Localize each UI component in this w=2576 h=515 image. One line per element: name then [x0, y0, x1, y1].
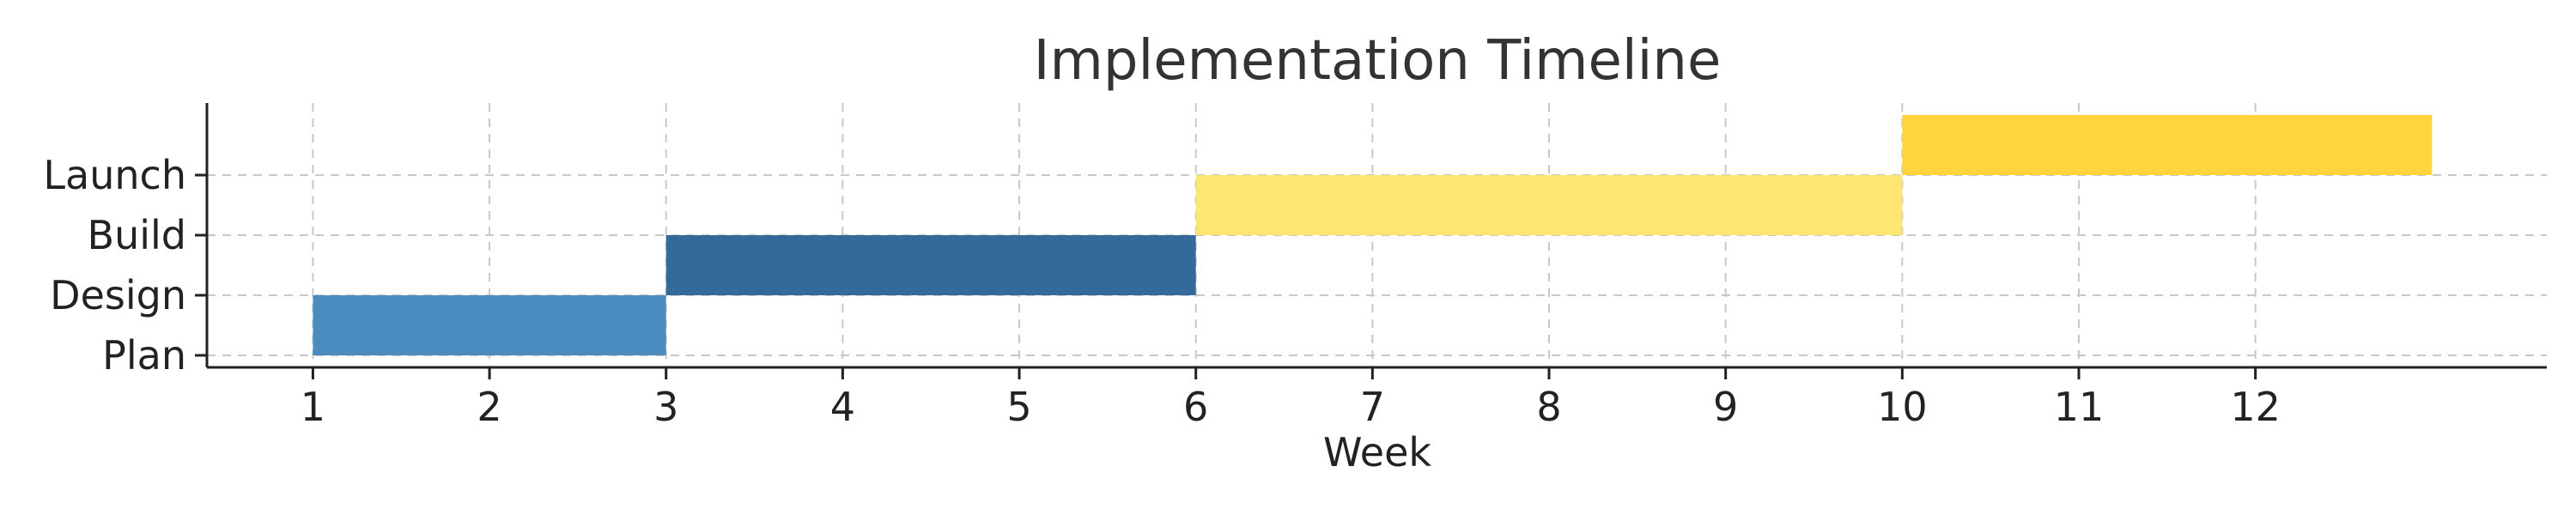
task-bar-build [1195, 175, 1903, 235]
x-tick-label: 11 [2054, 384, 2105, 430]
x-tick-label: 1 [301, 384, 325, 430]
x-tick-label: 12 [2230, 384, 2281, 430]
chart-title: Implementation Timeline [1034, 29, 1722, 93]
x-tick-label: 7 [1360, 384, 1385, 430]
y-tick-label: Design [50, 272, 186, 318]
y-tick-label: Plan [102, 332, 186, 379]
x-tick-label: 10 [1877, 384, 1928, 430]
y-tick-label: Launch [43, 152, 186, 198]
x-tick-label: 3 [653, 384, 678, 430]
x-tick-label: 8 [1536, 384, 1561, 430]
task-bar-design [665, 235, 1196, 295]
task-bar-plan [313, 295, 666, 355]
x-tick-label: 4 [830, 384, 855, 430]
x-axis-label: Week [1323, 429, 1431, 476]
x-tick-label: 6 [1183, 384, 1208, 430]
x-tick-label: 9 [1713, 384, 1738, 430]
y-tick-label: Build [88, 212, 186, 258]
task-bar-launch [1902, 115, 2433, 175]
x-tick-label: 5 [1006, 384, 1031, 430]
task-bars [313, 115, 2433, 355]
x-tick-label: 2 [477, 384, 501, 430]
